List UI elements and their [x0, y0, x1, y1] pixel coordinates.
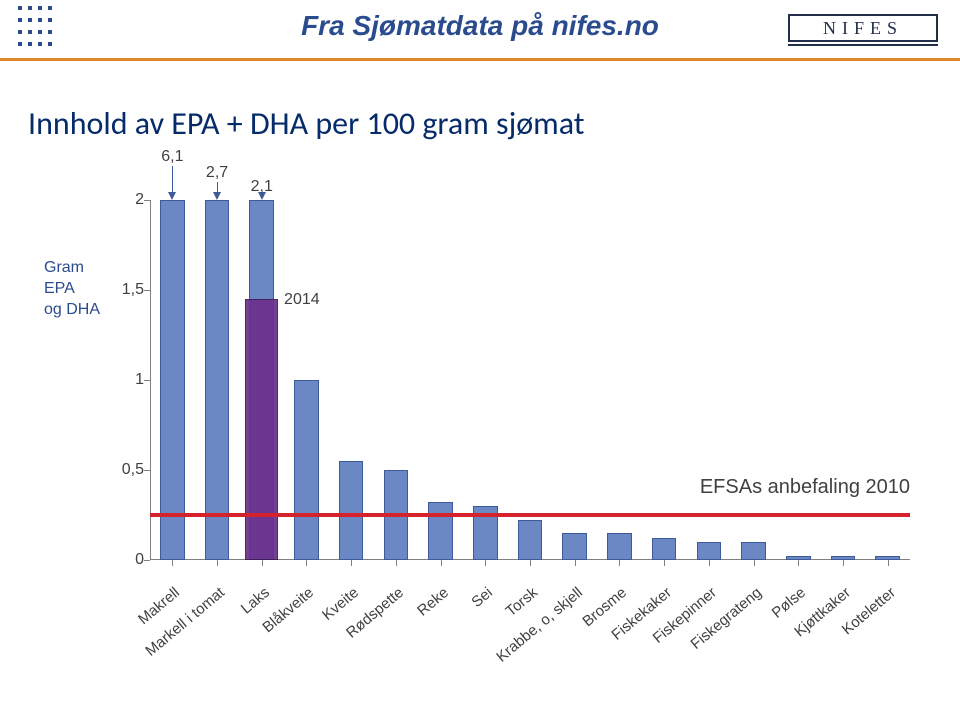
callout-label: 2,1 — [251, 178, 273, 196]
y-axis-label-3: og DHA — [44, 300, 100, 321]
x-tick — [485, 560, 486, 566]
nifes-logo: NIFES — [788, 14, 938, 50]
bar — [518, 520, 543, 560]
x-tick — [217, 560, 218, 566]
callout-line — [172, 166, 173, 194]
y-tick — [144, 560, 150, 561]
x-tick — [664, 560, 665, 566]
y-tick — [144, 380, 150, 381]
x-tick — [306, 560, 307, 566]
callout-arrow — [213, 192, 221, 200]
x-tick — [441, 560, 442, 566]
x-label: Markell i tomat — [142, 584, 228, 660]
x-tick — [798, 560, 799, 566]
x-labels-container: MakrellMarkell i tomatLaksBlåkveiteKveit… — [150, 570, 910, 660]
x-tick — [396, 560, 397, 566]
y-tick — [144, 290, 150, 291]
y-tick — [144, 470, 150, 471]
bar — [294, 380, 319, 560]
x-tick — [888, 560, 889, 566]
bar — [205, 200, 230, 560]
bar — [160, 200, 185, 560]
nifes-logo-text: NIFES — [788, 14, 938, 42]
chart-area: Gram EPA og DHA 00,511,526,12,72,12014EF… — [50, 200, 920, 640]
x-tick — [709, 560, 710, 566]
x-label: Reke — [414, 584, 452, 620]
y-axis-label: Gram EPA og DHA — [44, 258, 100, 320]
y-axis-label-1: Gram — [44, 258, 100, 279]
bar-highlight — [245, 299, 278, 560]
year-label: 2014 — [284, 291, 320, 309]
y-axis-label-2: EPA — [44, 279, 100, 300]
bar — [428, 502, 453, 560]
reference-line — [150, 513, 910, 517]
callout-arrow — [168, 192, 176, 200]
bar — [697, 542, 722, 560]
x-tick — [262, 560, 263, 566]
x-tick — [575, 560, 576, 566]
x-tick — [843, 560, 844, 566]
bar — [741, 542, 766, 560]
x-tick — [530, 560, 531, 566]
y-tick-label: 1 — [110, 371, 144, 389]
bar — [652, 538, 677, 560]
bar — [562, 533, 587, 560]
slide-header: Fra Sjømatdata på nifes.no NIFES — [0, 0, 960, 70]
x-label: Torsk — [503, 584, 541, 620]
y-tick-label: 1,5 — [110, 281, 144, 299]
x-tick — [351, 560, 352, 566]
bars-container — [150, 200, 910, 560]
y-tick-label: 2 — [110, 191, 144, 209]
callout-label: 6,1 — [161, 148, 183, 166]
chart-title: Innhold av EPA + DHA per 100 gram sjømat — [28, 104, 584, 143]
y-tick-label: 0,5 — [110, 461, 144, 479]
y-tick — [144, 200, 150, 201]
callout-label: 2,7 — [206, 164, 228, 182]
x-label: Sei — [469, 584, 497, 611]
bar — [339, 461, 364, 560]
bar — [607, 533, 632, 560]
x-label: Laks — [237, 584, 272, 617]
x-tick — [172, 560, 173, 566]
x-tick — [754, 560, 755, 566]
y-tick-label: 0 — [110, 551, 144, 569]
reference-caption: EFSAs anbefaling 2010 — [700, 476, 910, 499]
header-rule — [0, 58, 960, 61]
x-tick — [619, 560, 620, 566]
plot-area: 00,511,526,12,72,12014EFSAs anbefaling 2… — [150, 200, 910, 560]
